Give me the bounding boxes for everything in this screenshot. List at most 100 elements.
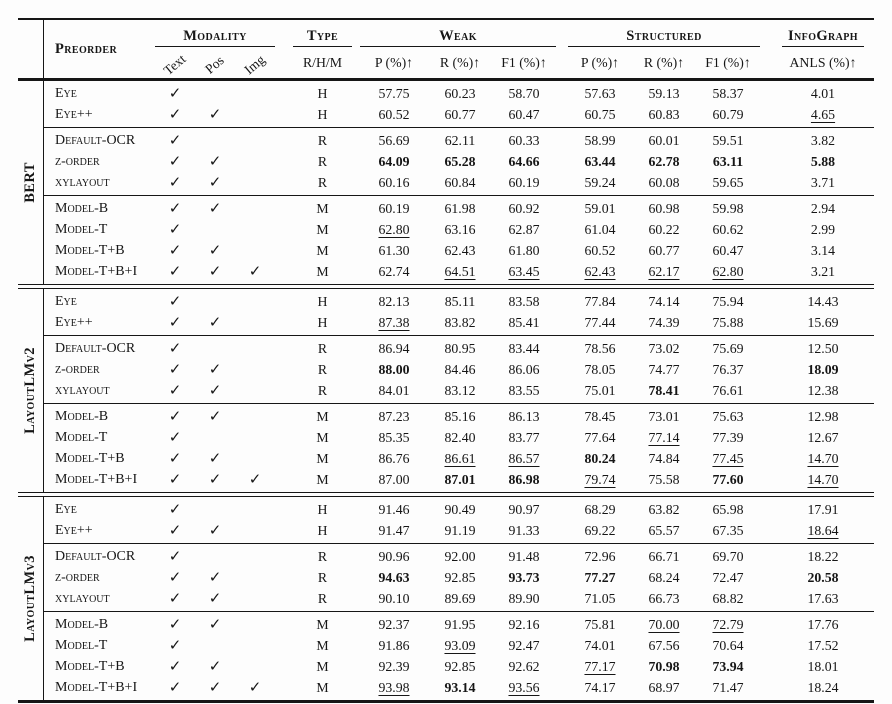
rotated-text-label: Text bbox=[160, 50, 189, 78]
weak-p-cell-value: 86.76 bbox=[378, 451, 410, 466]
model-name: LayoutLMv3 bbox=[22, 555, 39, 642]
structured-p-cell-value: 77.84 bbox=[584, 294, 616, 309]
structured-p-cell-value: 57.63 bbox=[584, 86, 616, 101]
weak-p-cell-value: 82.13 bbox=[378, 294, 410, 309]
structured-p-cell: 78.45 bbox=[568, 406, 632, 427]
table-row: Model-T+B+I ✓ ✓ ✓ M 87.00 87.01 86.98 79.74 75.58… bbox=[18, 469, 874, 490]
checkmark-icon: ✓ bbox=[208, 589, 222, 607]
anls-cell-value: 17.63 bbox=[807, 591, 839, 606]
header-weak-p: P (%)↑ bbox=[374, 54, 414, 70]
structured-p-cell-value: 80.24 bbox=[584, 451, 616, 466]
spacer-cell bbox=[275, 546, 285, 567]
structured-f1-cell-value: 77.60 bbox=[712, 472, 744, 487]
group-separator bbox=[43, 403, 874, 404]
weak-r-cell: 84.46 bbox=[428, 359, 492, 380]
modality-img-cell bbox=[235, 130, 275, 151]
structured-f1-cell-value: 73.94 bbox=[712, 659, 744, 674]
spacer-cell bbox=[556, 240, 568, 261]
spacer-cell bbox=[760, 172, 772, 193]
anls-cell: 12.38 bbox=[772, 380, 874, 401]
anls-cell-value: 20.58 bbox=[807, 570, 839, 585]
weak-r-cell: 93.09 bbox=[428, 635, 492, 656]
table-body: BERT Eye ✓ H 57.75 60.23 58.70 57.63 59.13 58.37 4… bbox=[18, 81, 874, 700]
anls-cell: 18.22 bbox=[772, 546, 874, 567]
row-label: Model-B bbox=[55, 201, 109, 216]
row-label-cell: Default-OCR bbox=[43, 546, 155, 567]
weak-f1-cell: 83.77 bbox=[492, 427, 556, 448]
structured-p-cell: 63.44 bbox=[568, 151, 632, 172]
weak-p-cell: 86.76 bbox=[360, 448, 428, 469]
spacer-cell bbox=[760, 338, 772, 359]
structured-p-cell-value: 59.01 bbox=[584, 201, 616, 216]
structured-r-cell: 60.22 bbox=[632, 219, 696, 240]
checkmark-icon: ✓ bbox=[168, 500, 182, 518]
modality-pos-cell bbox=[195, 427, 235, 448]
anls-cell-value: 18.01 bbox=[807, 659, 839, 674]
anls-cell: 18.24 bbox=[772, 677, 874, 698]
header-group-structured: Structured bbox=[568, 20, 760, 47]
structured-f1-cell: 72.79 bbox=[696, 614, 760, 635]
structured-p-cell-value: 75.81 bbox=[584, 617, 616, 632]
weak-f1-cell: 60.47 bbox=[492, 104, 556, 125]
structured-r-cell: 77.14 bbox=[632, 427, 696, 448]
type-cell: R bbox=[317, 362, 328, 377]
row-label-cell: Model-T+B+I bbox=[43, 261, 155, 282]
weak-r-cell-value: 62.11 bbox=[444, 133, 476, 148]
modality-img-cell bbox=[235, 567, 275, 588]
anls-cell: 15.69 bbox=[772, 312, 874, 333]
modality-text-cell: ✓ bbox=[155, 261, 195, 282]
anls-cell: 17.52 bbox=[772, 635, 874, 656]
header-structured-r: R (%)↑ bbox=[643, 54, 685, 70]
structured-r-cell: 74.14 bbox=[632, 291, 696, 312]
weak-r-cell: 80.95 bbox=[428, 338, 492, 359]
weak-f1-cell-value: 85.41 bbox=[508, 315, 540, 330]
anls-cell-value: 4.01 bbox=[810, 86, 836, 101]
modality-pos-cell: ✓ bbox=[195, 172, 235, 193]
weak-r-cell-value: 93.14 bbox=[444, 680, 476, 695]
checkmark-icon: ✓ bbox=[248, 678, 262, 696]
modality-img-cell bbox=[235, 406, 275, 427]
weak-p-cell-value: 62.80 bbox=[378, 222, 410, 237]
structured-p-cell-value: 58.99 bbox=[584, 133, 616, 148]
row-label: Model-B bbox=[55, 617, 109, 632]
structured-f1-cell-value: 77.39 bbox=[712, 430, 744, 445]
type-cell: M bbox=[316, 264, 329, 279]
type-cell: M bbox=[316, 638, 329, 653]
checkmark-icon: ✓ bbox=[168, 313, 182, 331]
anls-cell-value: 17.76 bbox=[807, 617, 839, 632]
spacer-cell bbox=[556, 448, 568, 469]
modality-img-cell bbox=[235, 427, 275, 448]
row-label-cell: Model-T bbox=[43, 219, 155, 240]
weak-f1-cell-value: 83.58 bbox=[508, 294, 540, 309]
checkmark-icon: ✓ bbox=[208, 657, 222, 675]
structured-f1-cell-value: 59.65 bbox=[712, 175, 744, 190]
weak-f1-cell: 90.97 bbox=[492, 499, 556, 520]
row-label-cell: Model-T+B+I bbox=[43, 469, 155, 490]
anls-cell-value: 5.88 bbox=[810, 154, 836, 169]
weak-r-cell: 64.51 bbox=[428, 261, 492, 282]
row-label: z-order bbox=[55, 570, 100, 585]
weak-f1-cell-value: 86.06 bbox=[508, 362, 540, 377]
weak-r-cell: 82.40 bbox=[428, 427, 492, 448]
spacer-cell bbox=[760, 359, 772, 380]
table-row: Model-B ✓ ✓ M 87.23 85.16 86.13 78.45 73.01 75.63… bbox=[18, 406, 874, 427]
weak-p-cell: 92.37 bbox=[360, 614, 428, 635]
weak-r-cell: 93.14 bbox=[428, 677, 492, 698]
weak-p-cell: 61.30 bbox=[360, 240, 428, 261]
section-layoutlmv3: LayoutLMv3 Eye ✓ H 91.46 90.49 90.97 68.29 63.82… bbox=[18, 497, 874, 700]
weak-r-cell-value: 80.95 bbox=[444, 341, 476, 356]
anls-cell: 3.21 bbox=[772, 261, 874, 282]
anls-cell-value: 4.65 bbox=[810, 107, 836, 122]
weak-f1-cell-value: 91.33 bbox=[508, 523, 540, 538]
weak-r-cell: 85.16 bbox=[428, 406, 492, 427]
spacer-cell bbox=[556, 219, 568, 240]
header-type-label: Type bbox=[293, 28, 352, 47]
weak-f1-cell-value: 60.33 bbox=[508, 133, 540, 148]
weak-f1-cell: 92.47 bbox=[492, 635, 556, 656]
model-name: BERT bbox=[22, 162, 39, 203]
weak-r-cell-value: 91.19 bbox=[444, 523, 476, 538]
weak-f1-cell: 58.70 bbox=[492, 83, 556, 104]
weak-f1-cell-value: 61.80 bbox=[508, 243, 540, 258]
checkmark-icon: ✓ bbox=[248, 470, 262, 488]
checkmark-icon: ✓ bbox=[208, 313, 222, 331]
